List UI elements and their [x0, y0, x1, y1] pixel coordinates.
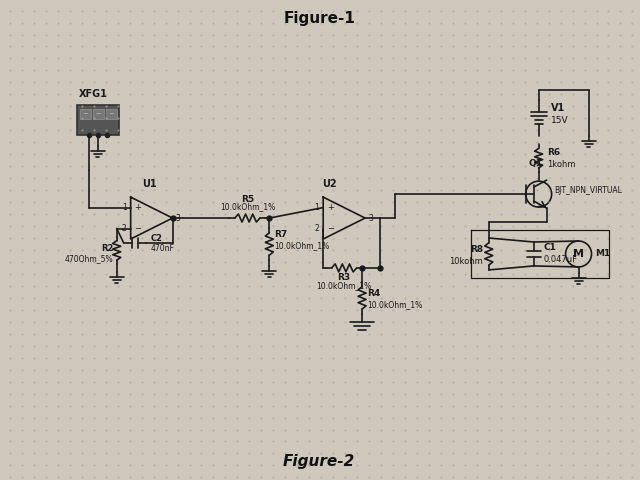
Text: R8: R8 [470, 245, 483, 254]
Text: U2: U2 [322, 179, 337, 189]
Text: −: − [326, 224, 333, 233]
Text: R6: R6 [547, 148, 560, 156]
Text: R4: R4 [367, 289, 380, 299]
Text: Q1: Q1 [529, 159, 543, 168]
Text: 10kohm: 10kohm [449, 257, 483, 266]
Text: 15V: 15V [550, 116, 568, 125]
Bar [93, 109, 104, 120]
Text: 3: 3 [175, 214, 180, 223]
Bar [77, 105, 118, 135]
Text: ~: ~ [83, 111, 88, 117]
Text: U1: U1 [142, 179, 157, 189]
Text: Figure-2: Figure-2 [283, 454, 355, 469]
Text: V1: V1 [550, 103, 565, 113]
Text: 1: 1 [122, 203, 127, 212]
Text: R5: R5 [241, 195, 254, 204]
Text: 470Ohm_5%: 470Ohm_5% [65, 254, 114, 263]
Text: C2: C2 [150, 233, 163, 242]
Text: 2: 2 [314, 224, 319, 233]
Text: 10.0kOhm_1%: 10.0kOhm_1% [220, 202, 275, 211]
Text: 10.0kOhm_1%: 10.0kOhm_1% [367, 300, 422, 309]
Text: ~: ~ [108, 111, 114, 117]
Text: BJT_NPN_VIRTUAL: BJT_NPN_VIRTUAL [555, 186, 623, 194]
Text: 0.047uF: 0.047uF [543, 255, 578, 264]
Text: 10.0kOhm_1%: 10.0kOhm_1% [275, 241, 330, 251]
Text: Figure-1: Figure-1 [284, 11, 355, 26]
Text: M1: M1 [595, 250, 611, 258]
Text: 1: 1 [314, 203, 319, 212]
Text: R3: R3 [337, 273, 351, 282]
Text: 2: 2 [122, 224, 127, 233]
Text: R7: R7 [275, 229, 287, 239]
Bar [80, 109, 91, 120]
Text: +: + [327, 203, 333, 212]
Text: 10.0kOhm_1%: 10.0kOhm_1% [317, 281, 372, 290]
Text: 1kohm: 1kohm [547, 160, 575, 168]
Text: +: + [134, 203, 141, 212]
Text: C1: C1 [543, 243, 557, 252]
Text: XFG1: XFG1 [78, 89, 108, 99]
Bar [106, 109, 116, 120]
Text: M: M [573, 249, 584, 259]
Text: 3: 3 [368, 214, 373, 223]
Text: 470nF: 470nF [150, 244, 175, 253]
Text: R2: R2 [101, 244, 114, 253]
Text: −: − [134, 224, 141, 233]
Text: ~: ~ [95, 111, 101, 117]
